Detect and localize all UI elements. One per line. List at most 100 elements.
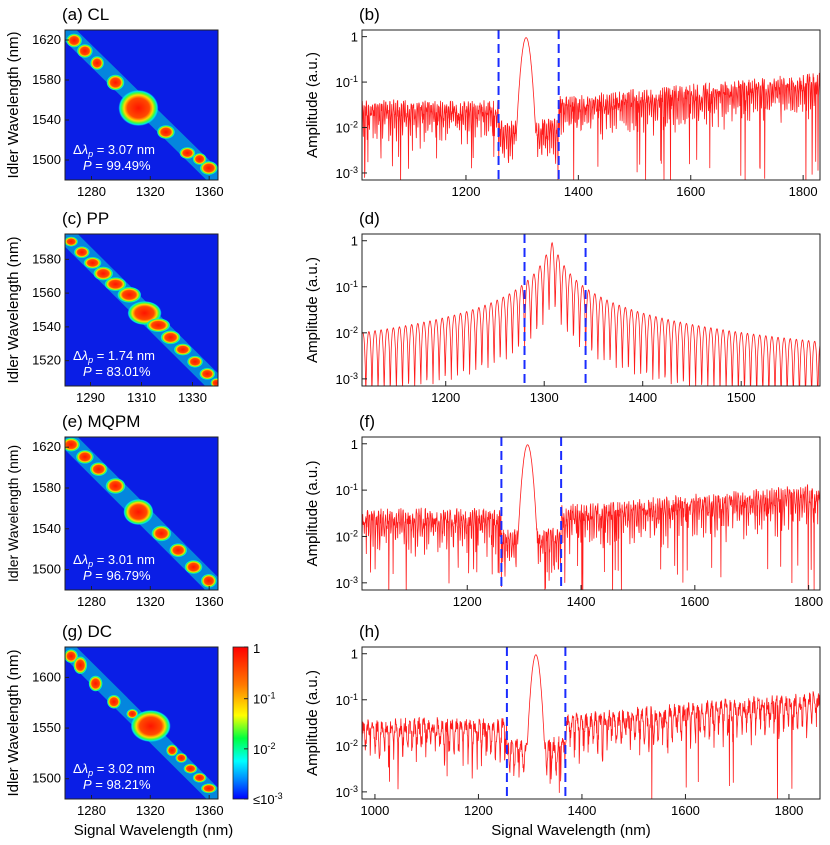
x-tick-label: 1800: [794, 594, 823, 609]
panel-title-b: (b): [359, 5, 380, 24]
x-tick-label: 1360: [195, 184, 224, 199]
jsa-spot: [200, 573, 217, 588]
map-frame: [64, 29, 219, 181]
jsa-spot: [183, 763, 198, 774]
x-tick-label: 1400: [567, 803, 596, 818]
panel-title-d: (d): [359, 209, 380, 228]
jsa-panel-g: (g) DC 1280 1320 1360 1500 1550 1600 Idler Wave…: [5, 622, 233, 839]
annotation-purity: P = 96.79%: [83, 568, 151, 583]
annotation-bandwidth: Δλp = 3.07 nm: [73, 142, 155, 159]
x-tick-label: 1320: [136, 594, 165, 609]
y-tick-label: 10-2: [336, 120, 358, 136]
jsa-spot: [187, 355, 204, 368]
y-tick-label: 10-3: [336, 784, 358, 800]
jsa-spot: [199, 367, 216, 380]
spectrum-trace: [362, 654, 820, 799]
y-tick-label: 1540: [32, 521, 61, 536]
spectrum-frame: [361, 233, 821, 387]
y-axis-label: Idler Wavelength (nm): [5, 31, 22, 178]
jsa-spot: [76, 44, 93, 58]
y-tick-label: 1580: [32, 251, 61, 266]
annotation-bandwidth: Δλp = 3.02 nm: [73, 761, 155, 778]
panel-title-e: (e) MQPM: [62, 412, 140, 431]
x-tick-label: 1360: [195, 594, 224, 609]
x-tick-label: 1320: [136, 803, 165, 818]
spectrum-trace: [362, 241, 820, 386]
jsa-panel-e: (e) MQPM 1280 1320 1360 1500 1540 1580 1620 Idle…: [5, 412, 224, 609]
colorbar-tick-label: 1: [253, 641, 260, 656]
jsa-spot: [166, 744, 179, 757]
jsa-spot: [106, 74, 125, 91]
y-tick-label: 10-2: [336, 528, 358, 544]
y-axis-label: Amplitude (a.u.): [304, 461, 321, 567]
y-tick-label: 1500: [32, 771, 61, 786]
y-axis-label: Idler Wavelength (nm): [5, 236, 22, 383]
jsa-panel-c: (c) PP 1290 1310 1330 1520 1540 1560 1580 Idler …: [5, 209, 219, 405]
panel-title-c: (c) PP: [62, 209, 109, 228]
map-frame: [64, 436, 219, 591]
jsa-spot: [130, 710, 171, 743]
jsa-spot: [90, 56, 105, 70]
spectrum-frame: [361, 436, 821, 591]
x-tick-label: 1600: [671, 803, 700, 818]
colorbar: 1 10-1 10-2 ≤10-3: [232, 641, 283, 807]
jsa-spot: [210, 377, 218, 386]
spectrum-frame: [361, 29, 821, 181]
y-tick-label: 1580: [32, 480, 61, 495]
jsa-spot: [83, 256, 102, 269]
y-tick-label: 1500: [32, 562, 61, 577]
jsa-spots: [65, 30, 218, 180]
y-tick-label: 1560: [32, 285, 61, 300]
spectrum-panel-f: (f) 1200 1400 1600 1800 10-3 10-2 10-1 1 Amplitud…: [304, 412, 823, 609]
jsa-spot: [179, 147, 196, 159]
y-tick-label: 1540: [32, 319, 61, 334]
x-axis-label: Signal Wavelength (nm): [491, 822, 651, 839]
map-frame: [64, 646, 219, 800]
jsa-spot: [88, 675, 103, 692]
jsa-spot: [173, 343, 192, 356]
y-tick-label: 1540: [32, 112, 61, 127]
jsa-spot: [175, 752, 188, 763]
x-tick-label: 1300: [530, 390, 559, 405]
y-tick-label: 1580: [32, 72, 61, 87]
annotation-purity: P = 99.49%: [83, 158, 151, 173]
jsa-spots: [65, 437, 218, 590]
colorbar-tick-label: ≤10-3: [253, 791, 283, 807]
jsa-spot: [93, 266, 114, 281]
x-axis-label: Signal Wavelength (nm): [74, 822, 234, 839]
y-axis-label: Amplitude (a.u.): [304, 257, 321, 363]
x-tick-label: 1400: [628, 390, 657, 405]
colorbar-tick-label: 10-2: [253, 741, 275, 757]
x-tick-label: 1600: [680, 594, 709, 609]
y-tick-label: 10-1: [336, 279, 358, 295]
jsa-spot: [200, 783, 217, 794]
y-tick-label: 1550: [32, 720, 61, 735]
y-tick-label: 10-2: [336, 325, 358, 341]
x-tick-label: 1330: [178, 390, 207, 405]
jsa-spot: [66, 33, 83, 48]
jsa-spot: [169, 543, 188, 558]
y-tick-label: 1: [351, 647, 358, 662]
jsa-spot: [184, 560, 203, 575]
y-tick-label: 10-1: [336, 74, 358, 90]
jsa-spot: [104, 277, 127, 292]
jsa-spots: [65, 647, 218, 799]
jsa-spot: [160, 330, 181, 345]
spectrum-panel-b: (b) 1200 1400 1600 1800 10-3 10-2 10-1 1 Amplitud…: [304, 5, 821, 199]
jsa-spot: [75, 449, 94, 464]
x-tick-label: 1800: [774, 803, 803, 818]
annotation-bandwidth: Δλp = 1.74 nm: [73, 348, 155, 365]
y-tick-label: 10-2: [336, 738, 358, 754]
y-axis-label: Idler Wavelength (nm): [5, 649, 22, 796]
jsa-spot: [118, 90, 159, 126]
x-tick-label: 1800: [789, 184, 818, 199]
colorbar-gradient: [232, 646, 249, 800]
jsa-spot: [65, 236, 79, 247]
x-tick-label: 1290: [76, 390, 105, 405]
colorbar-tick-label: 10-1: [253, 691, 275, 707]
y-tick-label: 1620: [32, 32, 61, 47]
jsa-spot: [65, 437, 81, 452]
x-tick-label: 1280: [77, 184, 106, 199]
y-tick-label: 10-1: [336, 692, 358, 708]
spectrum-panel-h: (h) 1000 1200 1400 1600 1800 10-3 10-2 10-1 1 Ampl…: [304, 622, 821, 839]
